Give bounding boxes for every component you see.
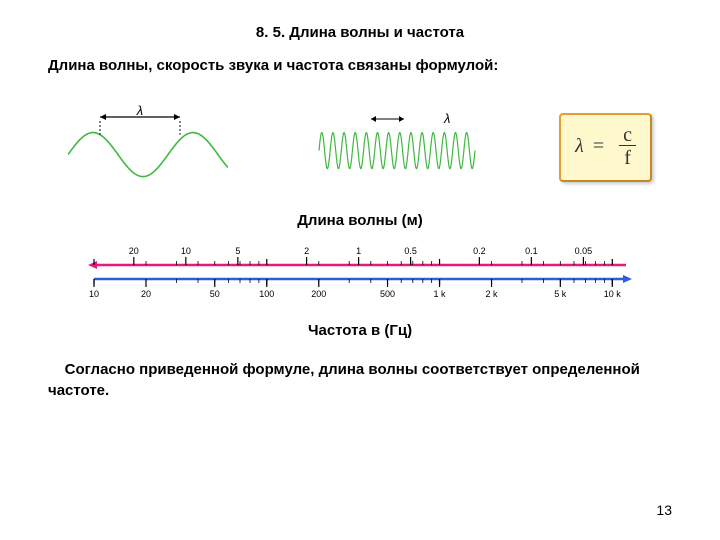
svg-text:20: 20 [129, 246, 139, 256]
svg-text:5 k: 5 k [554, 289, 567, 299]
frequency-axis-label: Частота в (Гц) [48, 322, 672, 339]
conclusion-text: Согласно приведенной формуле, длина волн… [48, 359, 672, 401]
svg-text:0.1: 0.1 [525, 246, 538, 256]
svg-text:0.05: 0.05 [575, 246, 593, 256]
intro-text: Длина волны, скорость звука и частота св… [48, 57, 672, 74]
svg-text:200: 200 [311, 289, 326, 299]
svg-text:100: 100 [259, 289, 274, 299]
high-frequency-wave: λ [309, 110, 479, 185]
svg-text:λ: λ [443, 111, 450, 126]
svg-text:10 k: 10 k [604, 289, 622, 299]
svg-text:0.2: 0.2 [473, 246, 486, 256]
svg-text:20: 20 [141, 289, 151, 299]
svg-text:500: 500 [380, 289, 395, 299]
section-title: 8. 5. Длина волны и частота [48, 24, 672, 41]
svg-text:1: 1 [356, 246, 361, 256]
svg-text:1 k: 1 k [434, 289, 447, 299]
formula-eq: = [593, 135, 604, 157]
page-number: 13 [656, 502, 672, 518]
svg-text:2 k: 2 k [486, 289, 499, 299]
svg-text:5: 5 [235, 246, 240, 256]
formula-numerator: c [619, 125, 636, 146]
frequency-wavelength-scale: 20 10 5 2 1 0.5 0.2 0.1 0.05 10 20 50 100 200 500 1 k 2 … [80, 239, 640, 314]
svg-text:0.5: 0.5 [404, 246, 417, 256]
low-frequency-wave: λ [68, 105, 228, 190]
formula-lhs: λ [575, 135, 584, 157]
formula-box: λ = c f [559, 113, 652, 182]
svg-text:2: 2 [304, 246, 309, 256]
wavelength-axis-label: Длина волны (м) [48, 212, 672, 229]
figure-row: λ λ λ = c f [68, 102, 652, 192]
svg-text:10: 10 [181, 246, 191, 256]
svg-text:10: 10 [89, 289, 99, 299]
formula-denominator: f [619, 146, 636, 170]
svg-text:50: 50 [210, 289, 220, 299]
svg-text:λ: λ [136, 105, 143, 118]
